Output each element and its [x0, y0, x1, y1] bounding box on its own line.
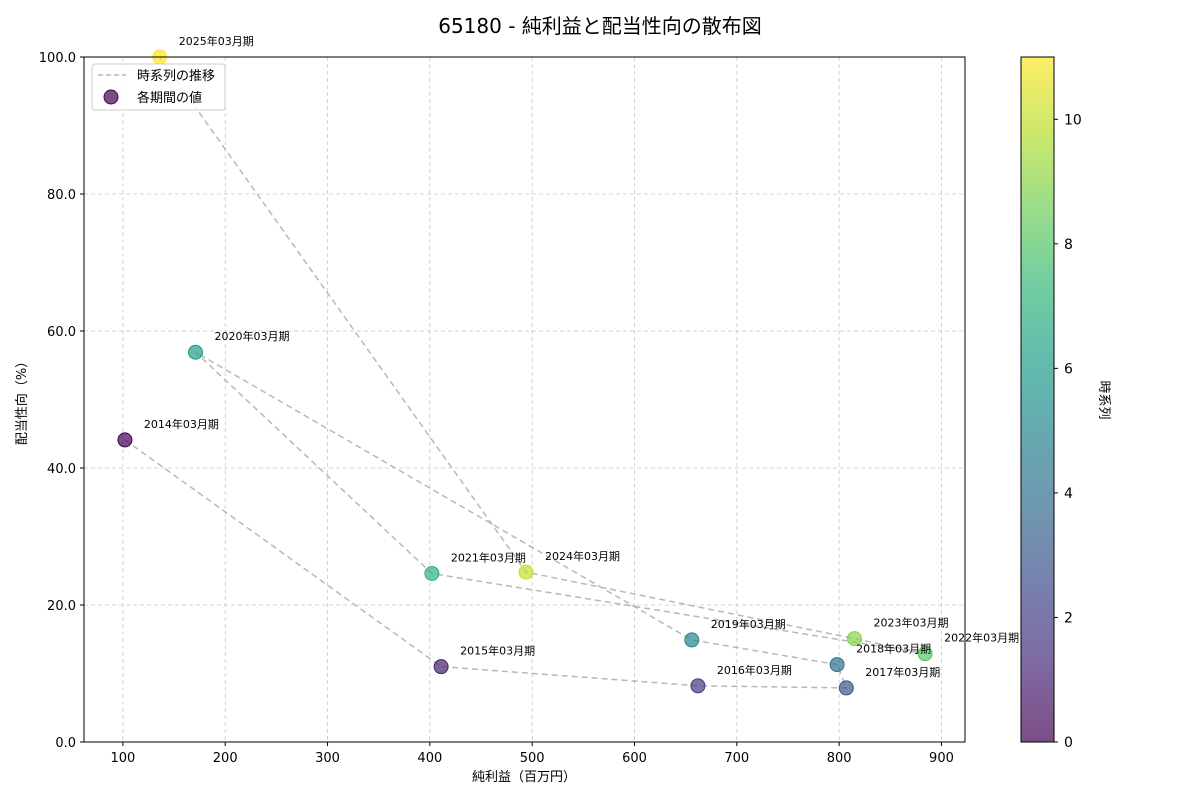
- colorbar-label: 時系列: [1096, 380, 1111, 419]
- data-point: [433, 659, 449, 675]
- legend-marker-swatch: [103, 89, 119, 105]
- y-tick-label: 20.0: [47, 599, 76, 614]
- colorbar-tick-label: 4: [1064, 486, 1073, 502]
- y-tick-label: 80.0: [47, 188, 76, 203]
- point-label: 2020年03月期: [215, 329, 290, 343]
- data-point: [917, 646, 933, 662]
- data-point: [829, 657, 845, 673]
- data-point: [846, 631, 862, 647]
- trend-path: [124, 57, 926, 689]
- data-point: [424, 565, 440, 581]
- y-axis-ticks: 0.0 20.0 40.0 60.0 80.0 100.0: [39, 51, 84, 751]
- point-label: 2024年03月期: [545, 549, 620, 563]
- colorbar-ticks: 0 2 4 6 8 10: [1054, 112, 1082, 751]
- colorbar-tick-label: 0: [1064, 735, 1073, 751]
- x-tick-label: 100: [110, 751, 135, 766]
- x-axis-ticks: 100 200 300 400 500 600 700 800 900: [110, 742, 954, 766]
- point-label: 2014年03月期: [144, 417, 219, 431]
- chart-title: 65180 - 純利益と配当性向の散布図: [438, 14, 762, 38]
- colorbar-tick-label: 2: [1064, 610, 1073, 626]
- grid-lines: [84, 56, 965, 743]
- legend-marker-label: 各期間の値: [137, 90, 202, 106]
- point-label: 2022年03月期: [944, 631, 1019, 645]
- colorbar-gradient: [1020, 56, 1055, 743]
- x-tick-label: 500: [520, 751, 545, 766]
- data-point: [518, 564, 534, 580]
- data-point: [838, 680, 854, 696]
- point-label: 2023年03月期: [873, 616, 948, 630]
- y-axis-label: 配当性向（%）: [14, 355, 30, 445]
- point-label: 2017年03月期: [865, 665, 940, 679]
- data-point: [117, 432, 133, 448]
- x-tick-label: 300: [315, 751, 340, 766]
- data-point: [690, 678, 706, 694]
- colorbar-tick-label: 6: [1064, 361, 1073, 377]
- legend-trend-label: 時系列の推移: [137, 69, 215, 84]
- y-tick-label: 100.0: [39, 51, 76, 66]
- plot-frame: [83, 56, 966, 743]
- x-tick-label: 400: [417, 751, 442, 766]
- colorbar: 0 2 4 6 8 10 時系列: [1020, 56, 1111, 751]
- point-label: 2019年03月期: [711, 617, 786, 631]
- x-axis-label: 純利益（百万円）: [472, 770, 576, 785]
- x-tick-label: 800: [827, 751, 852, 766]
- x-tick-label: 600: [622, 751, 647, 766]
- colorbar-tick-label: 10: [1064, 112, 1082, 128]
- point-label: 2021年03月期: [451, 550, 526, 564]
- data-points: [117, 49, 933, 696]
- point-annotations: 2014年03月期 2015年03月期 2016年03月期 2017年03月期 2018…: [144, 34, 1019, 679]
- y-tick-label: 60.0: [47, 325, 76, 340]
- point-label: 2025年03月期: [179, 34, 254, 48]
- point-label: 2015年03月期: [460, 644, 535, 658]
- x-tick-label: 900: [929, 751, 954, 766]
- y-tick-label: 40.0: [47, 462, 76, 477]
- legend: 時系列の推移 各期間の値: [91, 63, 226, 111]
- point-label: 2018年03月期: [856, 642, 931, 656]
- colorbar-tick-label: 8: [1064, 237, 1073, 253]
- y-tick-label: 0.0: [55, 736, 76, 751]
- x-tick-label: 700: [724, 751, 749, 766]
- x-tick-label: 200: [213, 751, 238, 766]
- data-point: [684, 632, 700, 648]
- point-label: 2016年03月期: [717, 663, 792, 677]
- data-point: [188, 344, 204, 360]
- trend-line: [124, 57, 926, 689]
